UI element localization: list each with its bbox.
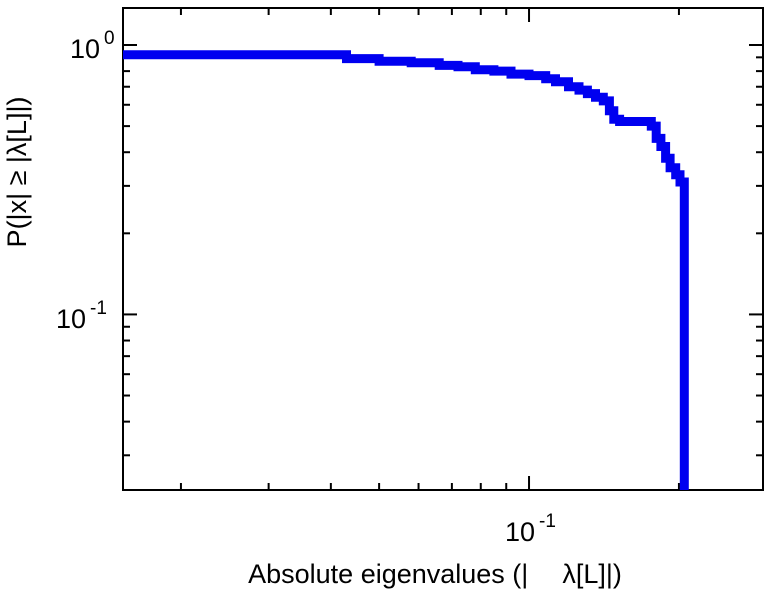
y-tick-label-1e0: 10 0 (70, 28, 115, 64)
y-axis-title: P(|x| ≥ |λ[L]|) (2, 97, 32, 248)
y-tick-label-1e-1: 10 -1 (56, 298, 107, 334)
x-tick-label-1e-1: 10 -1 (505, 511, 556, 547)
plot-draw-layer (122, 7, 764, 491)
eigenvalue-ccdf-curve (123, 50, 689, 490)
x-axis-title: Absolute eigenvalues (| λ[L]|) (248, 559, 622, 589)
